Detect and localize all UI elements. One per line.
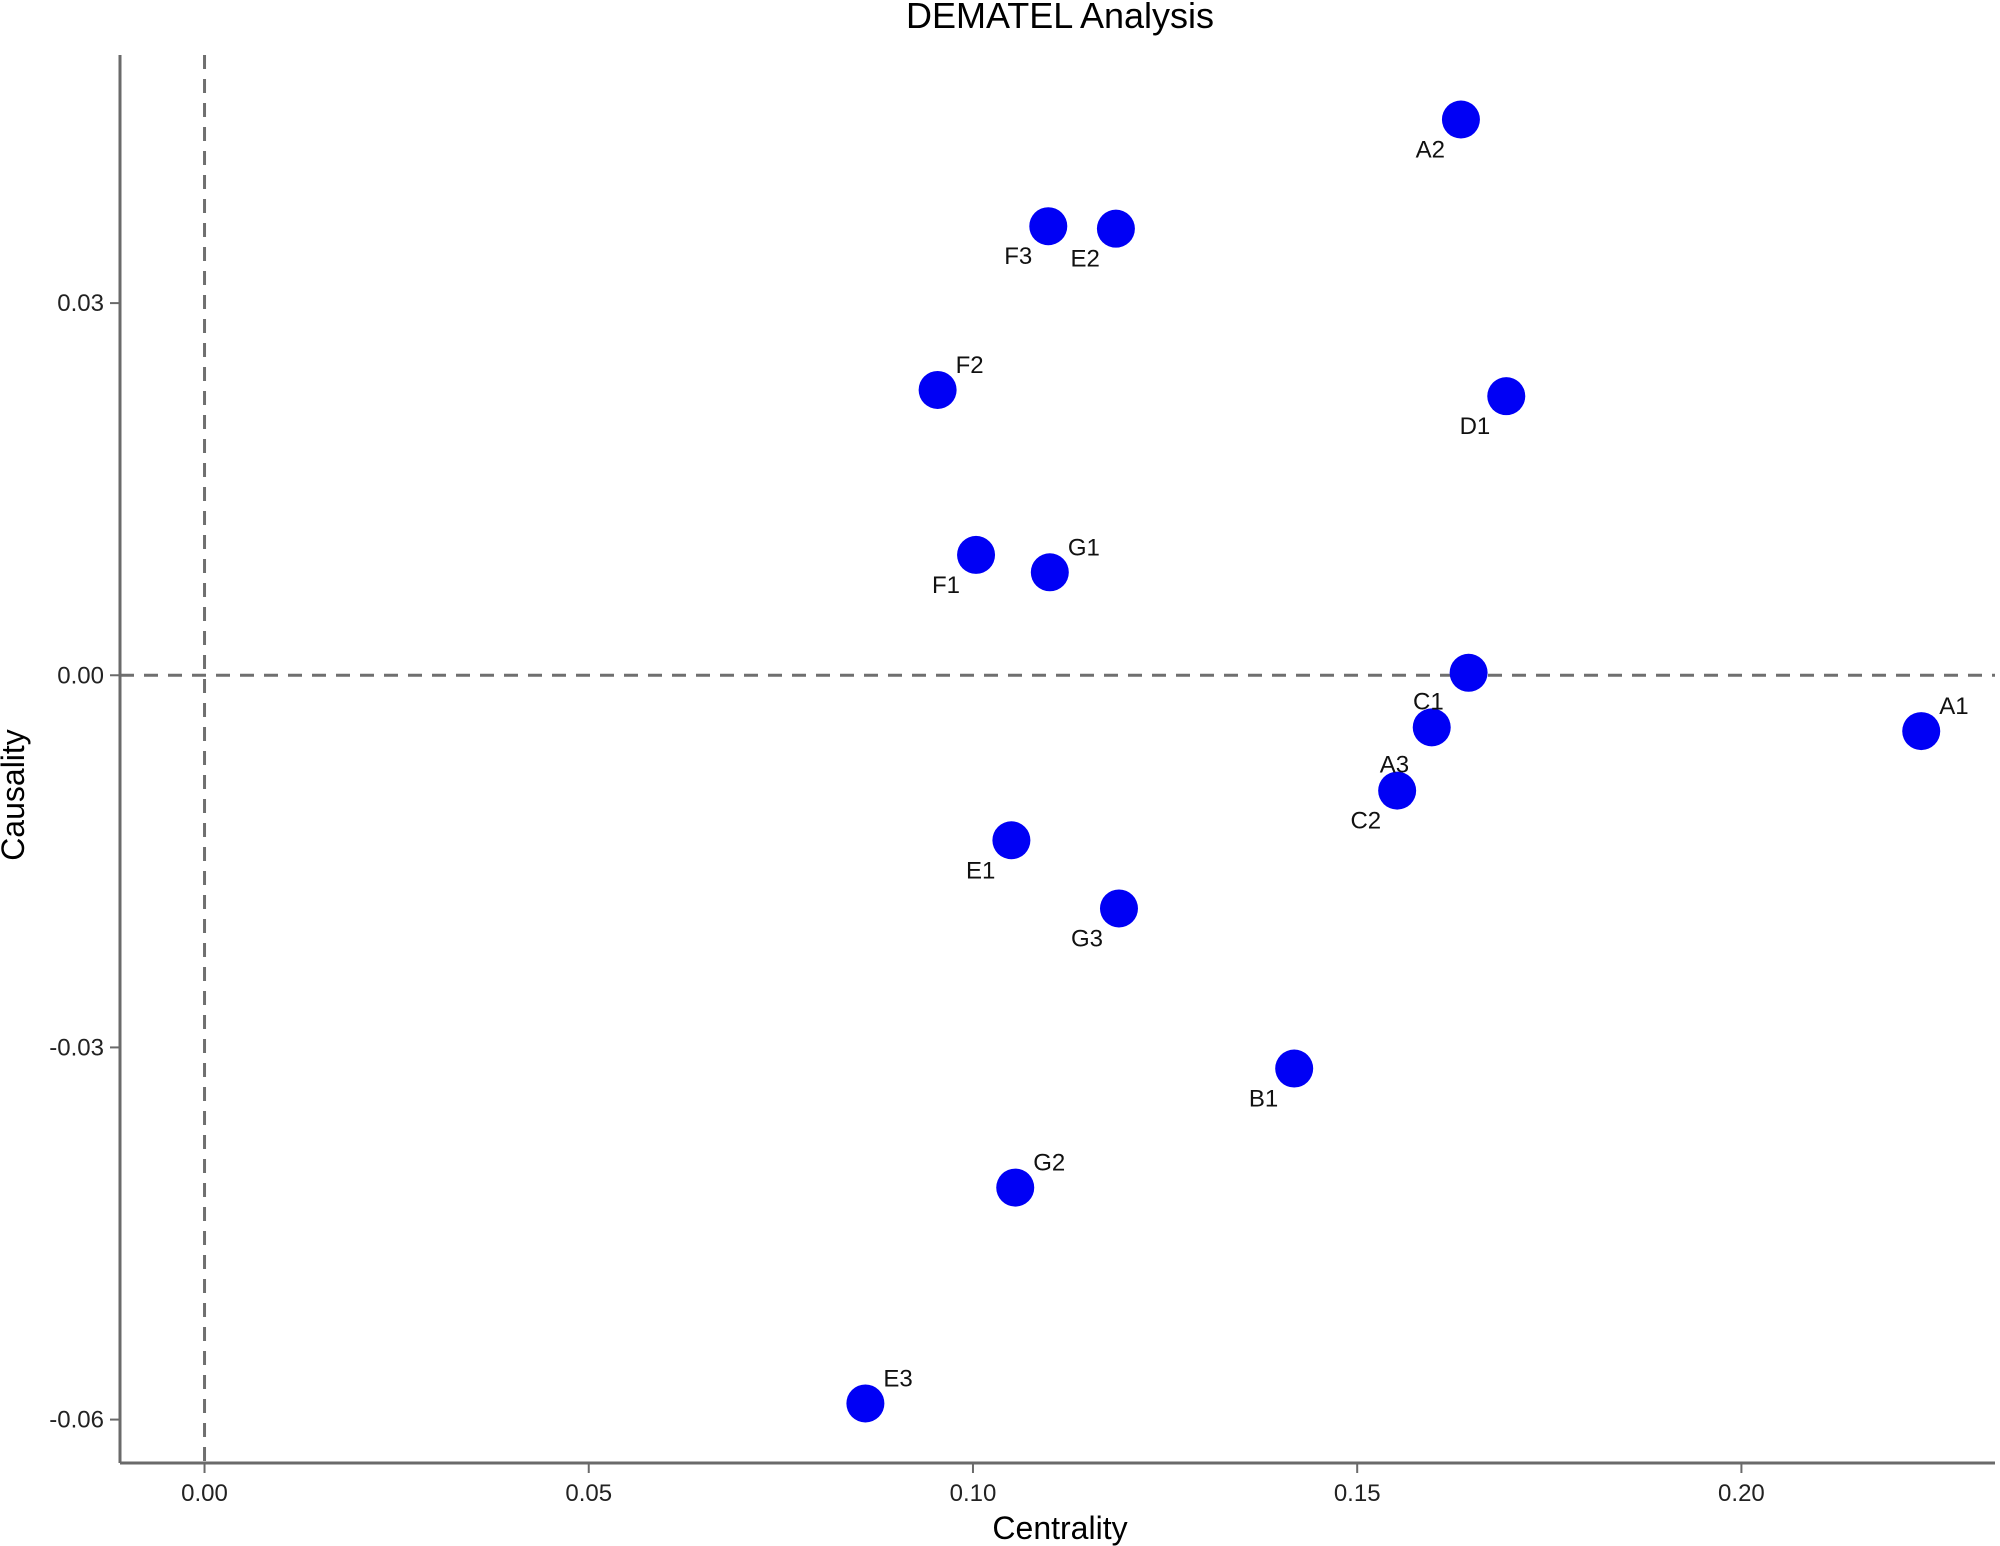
data-point-e2 bbox=[1096, 209, 1135, 248]
data-point bbox=[1449, 653, 1488, 692]
data-point-a3 bbox=[1378, 771, 1417, 810]
reference-lines bbox=[120, 55, 1995, 1463]
data-point-e3 bbox=[846, 1384, 885, 1423]
x-tick-label: 0.20 bbox=[1718, 1480, 1765, 1507]
point-label-f1: F1 bbox=[932, 572, 960, 599]
data-point-g3 bbox=[1099, 889, 1138, 928]
y-tick-label: 0.03 bbox=[57, 290, 104, 317]
data-point-b1 bbox=[1275, 1049, 1314, 1088]
point-label-g3: G3 bbox=[1071, 925, 1103, 952]
y-axis-title: Causality bbox=[0, 729, 31, 861]
x-axis-ticks: 0.00 0.05 0.10 0.15 0.20 bbox=[181, 1463, 1765, 1507]
point-label-e1: E1 bbox=[966, 857, 995, 884]
data-points bbox=[846, 100, 1941, 1423]
point-label-e3: E3 bbox=[883, 1365, 912, 1392]
point-label-a2: A2 bbox=[1416, 137, 1445, 164]
data-point-c1 bbox=[1412, 708, 1451, 747]
point-label-e2: E2 bbox=[1071, 246, 1100, 273]
data-point-f2 bbox=[918, 370, 957, 409]
data-point-a2 bbox=[1441, 100, 1480, 139]
data-point-g1 bbox=[1030, 553, 1069, 592]
axes bbox=[118, 55, 1995, 1465]
data-point-g2 bbox=[996, 1168, 1035, 1207]
y-axis-ticks: 0.03 0.00 -0.03 -0.06 bbox=[49, 290, 120, 1434]
chart-title: DEMATEL Analysis bbox=[906, 0, 1214, 36]
point-label-a3: A3 bbox=[1380, 752, 1409, 779]
point-label-a1: A1 bbox=[1939, 693, 1968, 720]
point-label-g2: G2 bbox=[1033, 1150, 1065, 1177]
data-point-d1 bbox=[1487, 377, 1526, 416]
y-tick-label: -0.03 bbox=[49, 1034, 104, 1061]
point-label-c1: C1 bbox=[1413, 688, 1444, 715]
point-label-b1: B1 bbox=[1249, 1086, 1278, 1113]
point-label-g1: G1 bbox=[1068, 534, 1100, 561]
point-label-d1: D1 bbox=[1460, 413, 1491, 440]
x-tick-label: 0.10 bbox=[950, 1480, 997, 1507]
point-label-f2: F2 bbox=[956, 352, 984, 379]
data-point-e1 bbox=[992, 821, 1031, 860]
data-point-a1 bbox=[1902, 712, 1941, 751]
x-tick-label: 0.15 bbox=[1334, 1480, 1381, 1507]
y-tick-label: 0.00 bbox=[57, 662, 104, 689]
y-tick-label: -0.06 bbox=[49, 1407, 104, 1434]
data-point-f1 bbox=[957, 535, 996, 574]
data-point-f3 bbox=[1029, 207, 1068, 246]
x-tick-label: 0.05 bbox=[565, 1480, 612, 1507]
x-axis-title: Centrality bbox=[992, 1510, 1127, 1546]
data-point-labels: A2 F3 E2 F2 D1 F1 G1 C1 A1 A3 C2 E1 G3 B1 G2 E3 bbox=[883, 137, 1968, 1393]
x-tick-label: 0.00 bbox=[181, 1480, 228, 1507]
point-label-c2: C2 bbox=[1350, 808, 1381, 835]
point-label-f3: F3 bbox=[1004, 243, 1032, 270]
